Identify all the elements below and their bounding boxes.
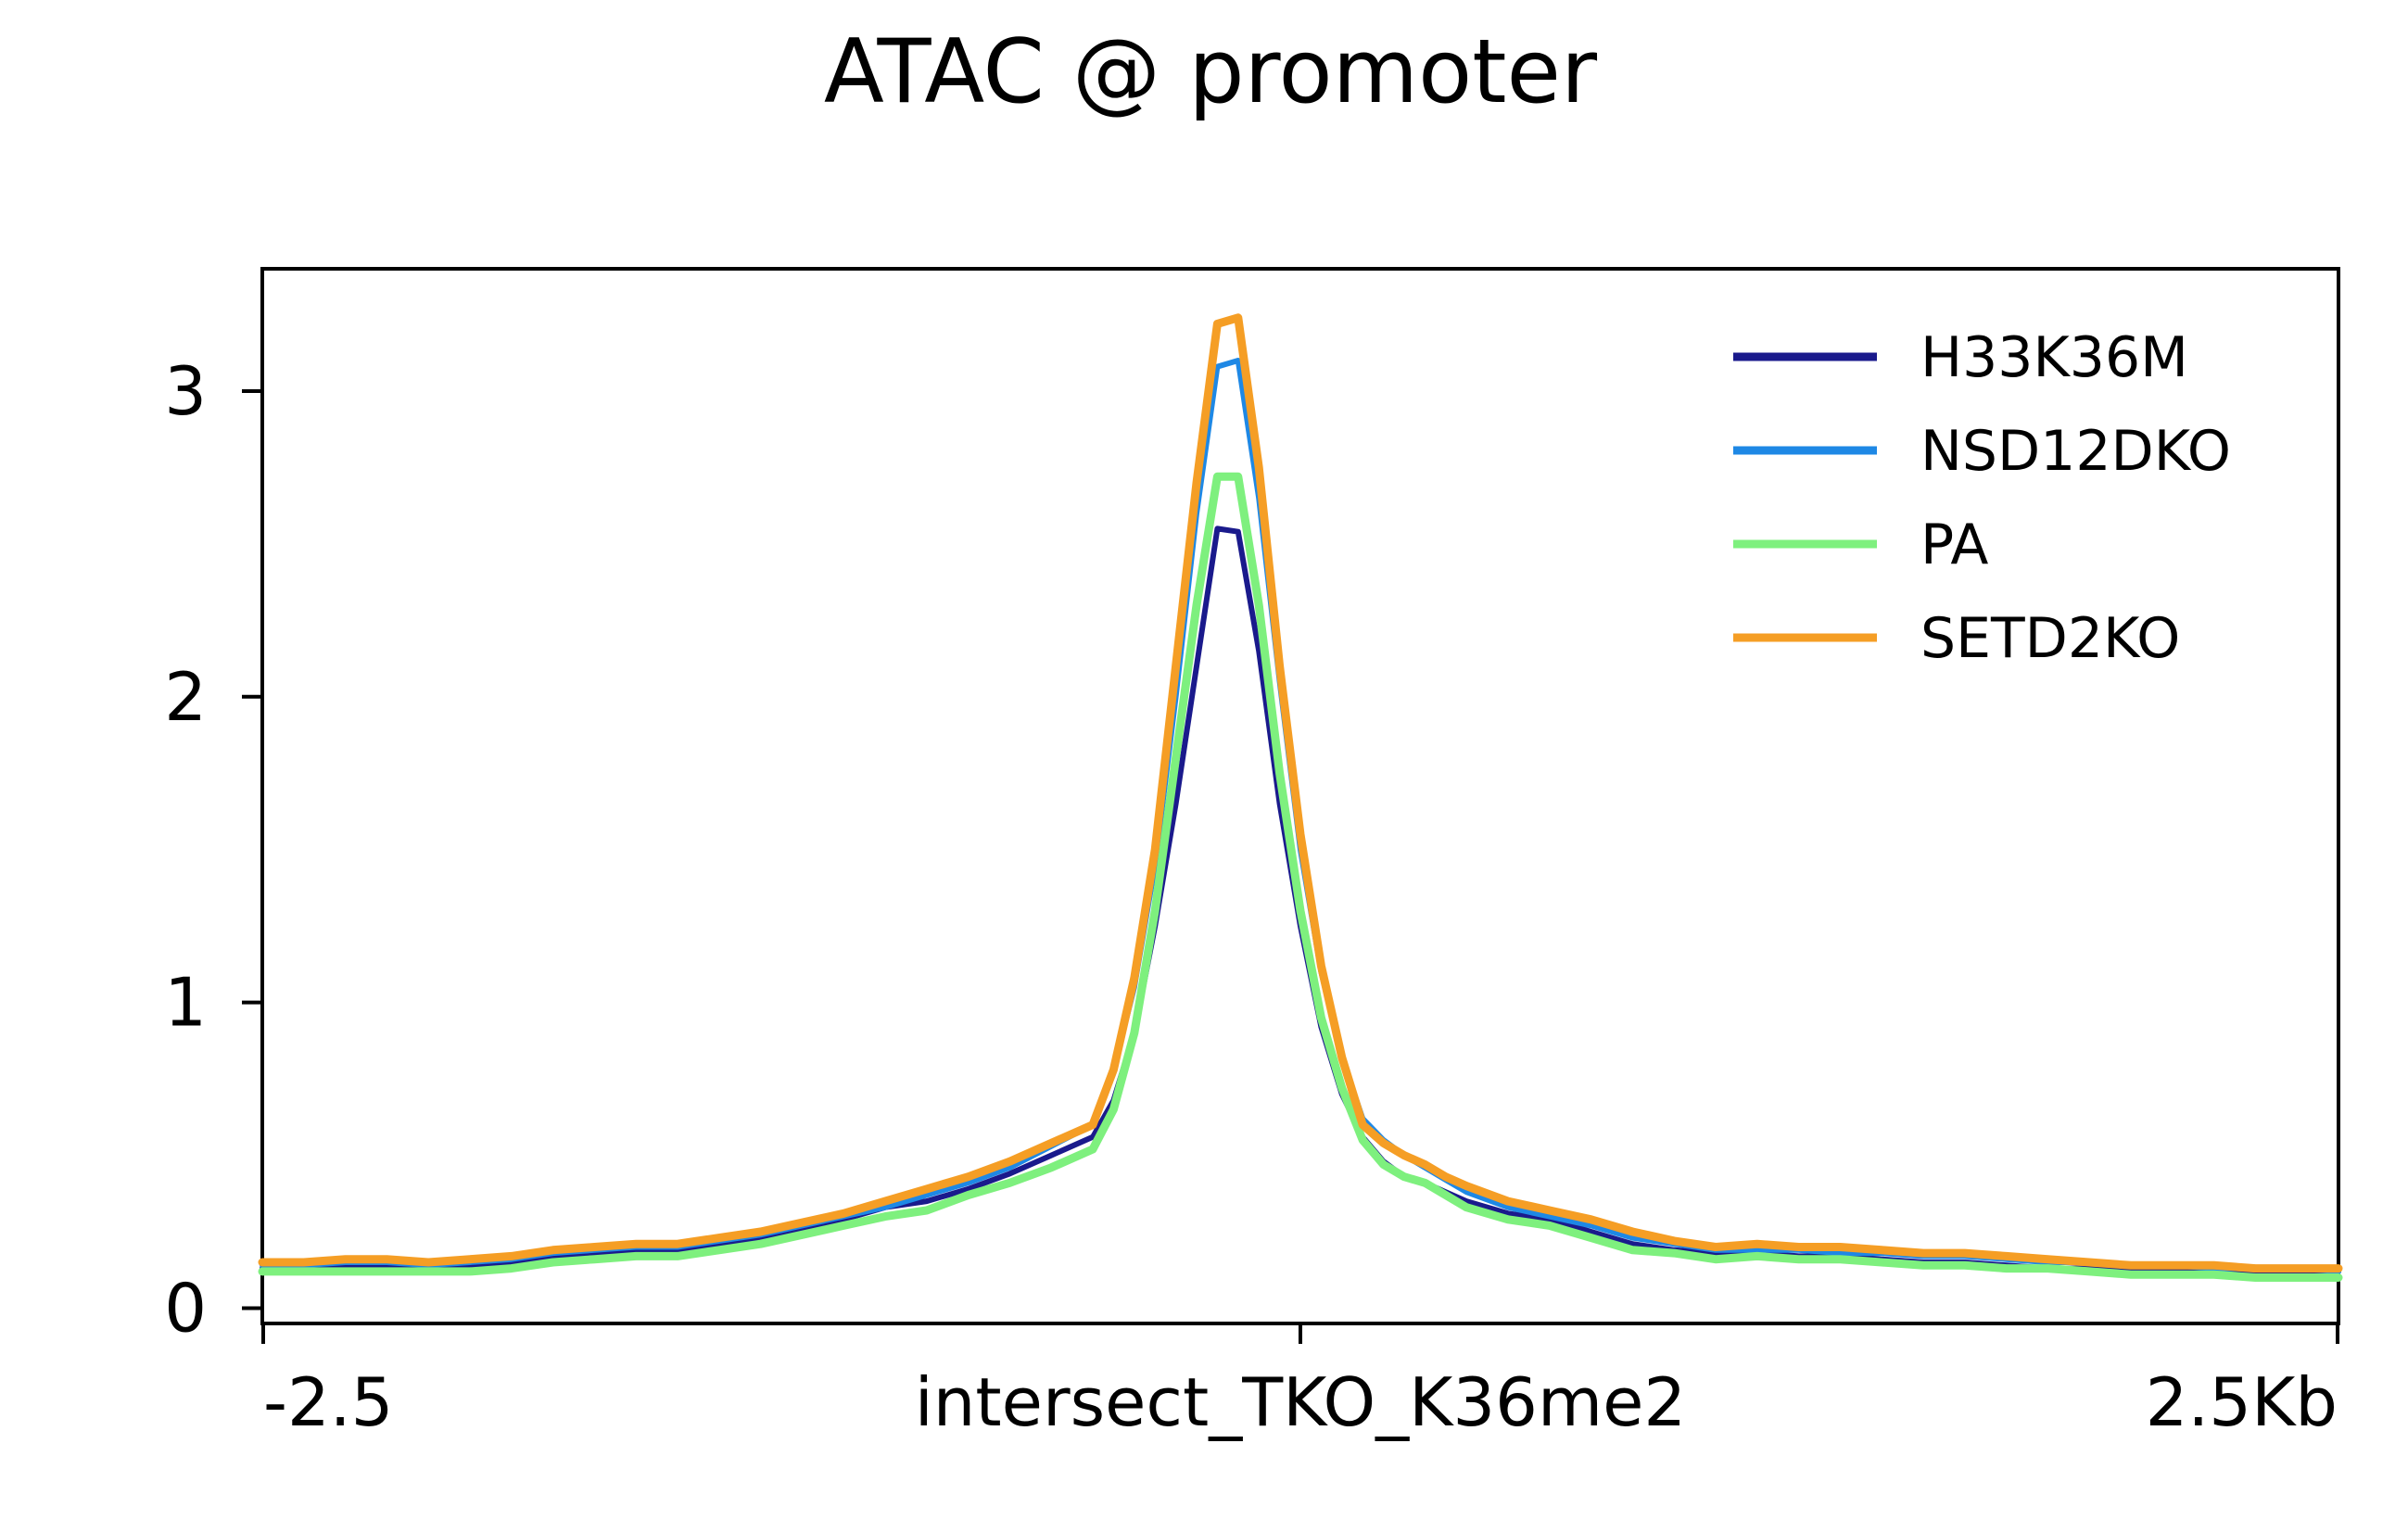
legend-label-h33k36m: H33K36M (1920, 325, 2188, 390)
legend: H33K36M NSD12DKO PA SETD2KO (1733, 325, 2231, 671)
y-tick-label: 2 (164, 658, 207, 736)
series-layer (258, 313, 2343, 1282)
x-tick-label: 2.5Kb (2146, 1363, 2338, 1441)
y-tick-label: 0 (164, 1270, 207, 1348)
y-axis: 0 1 2 3 (164, 352, 262, 1348)
x-tick-label: intersect_TKO_K36me2 (915, 1363, 1686, 1441)
y-tick-label: 3 (164, 352, 207, 430)
legend-label-nsd12dko: NSD12DKO (1920, 419, 2231, 484)
x-axis: -2.5 intersect_TKO_K36me2 2.5Kb (261, 1323, 2339, 1441)
legend-label-pa: PA (1920, 513, 1988, 577)
legend-label-setd2ko: SETD2KO (1920, 606, 2180, 671)
x-tick-label: -2.5 (263, 1363, 393, 1441)
series-line-pa (258, 472, 2343, 1282)
chart-title: ATAC @ promoter (824, 21, 1598, 123)
y-tick-label: 1 (164, 964, 207, 1042)
series-line-setd2ko (258, 313, 2343, 1273)
